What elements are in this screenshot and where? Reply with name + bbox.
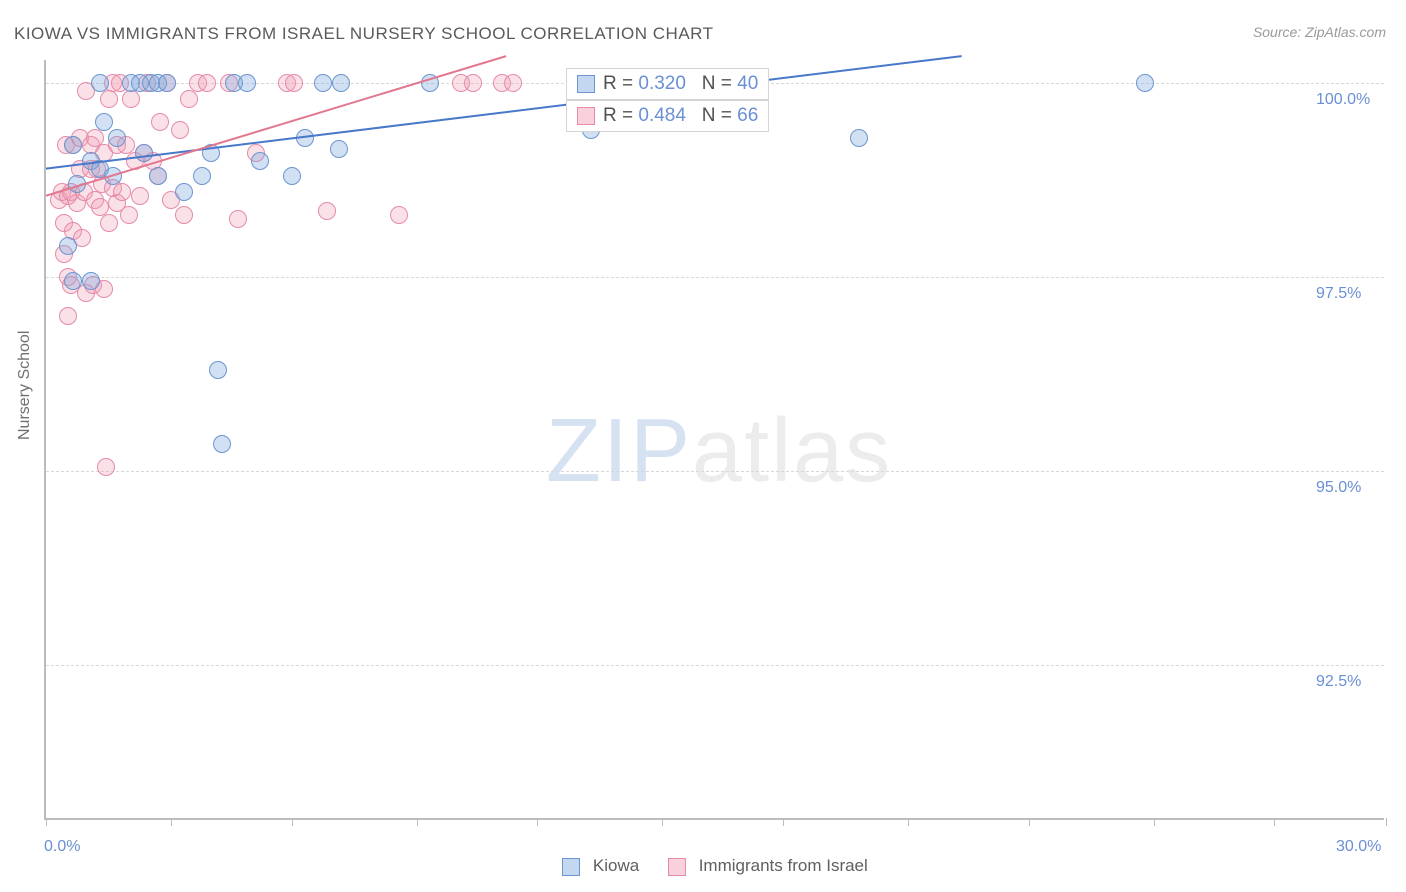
stat-box-pink: R = 0.484 N = 66 [566, 100, 769, 132]
x-label-left: 0.0% [44, 838, 80, 856]
trend-line-blue [46, 56, 962, 168]
stat-r-label: R = [603, 105, 633, 126]
chart-title: KIOWA VS IMMIGRANTS FROM ISRAEL NURSERY … [14, 24, 714, 44]
stat-box-blue: R = 0.320 N = 40 [566, 68, 769, 100]
trend-line-pink [46, 56, 506, 196]
legend-label-israel: Immigrants from Israel [699, 856, 868, 875]
legend-swatch-kiowa [562, 858, 580, 876]
scatter-plot: ZIPatlas 92.5%95.0%97.5%100.0%0.0%30.0%R… [44, 60, 1384, 820]
stat-r-label: R = [603, 73, 633, 94]
y-axis-title: Nursery School [16, 331, 34, 440]
stat-n-value: 66 [737, 105, 758, 126]
x-label-right: 30.0% [1336, 838, 1381, 856]
stat-r-value: 0.320 [638, 73, 686, 94]
legend-label-kiowa: Kiowa [593, 856, 639, 875]
x-tick [1386, 818, 1387, 826]
trend-lines [46, 60, 1386, 820]
stat-swatch-pink [577, 107, 595, 125]
source-credit: Source: ZipAtlas.com [1253, 24, 1386, 40]
stat-swatch-blue [577, 75, 595, 93]
stat-n-label: N = [702, 105, 732, 126]
bottom-legend: Kiowa Immigrants from Israel [0, 856, 1406, 876]
stat-n-value: 40 [737, 73, 758, 94]
legend-swatch-israel [668, 858, 686, 876]
stat-r-value: 0.484 [638, 105, 686, 126]
stat-n-label: N = [702, 73, 732, 94]
